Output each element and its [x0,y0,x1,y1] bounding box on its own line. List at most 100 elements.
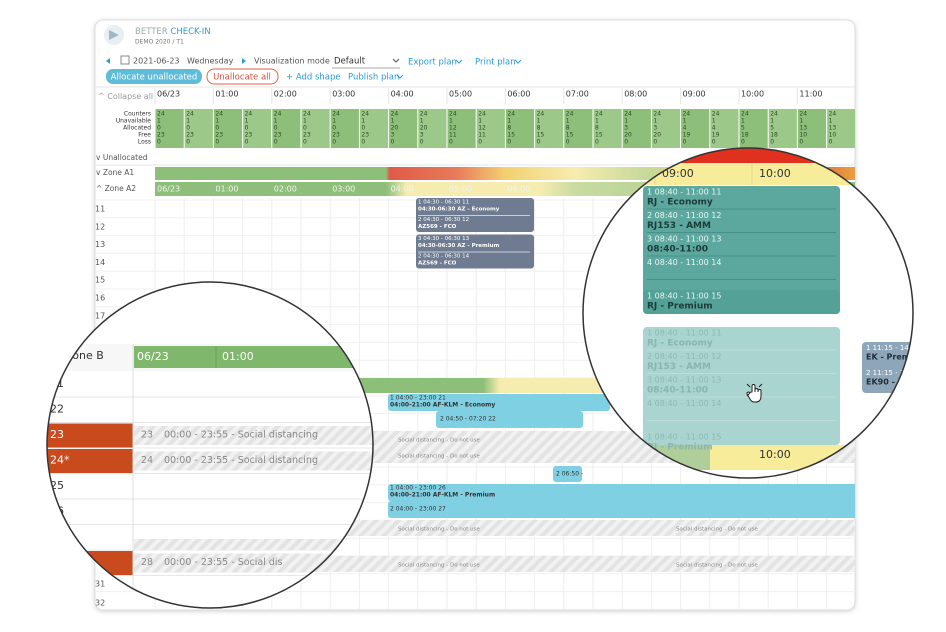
stat-value: 8 [566,125,570,132]
unallocated-row[interactable]: v Unallocated [96,153,148,162]
entry-head: 4 08:40 - 11:00 14 [647,258,721,267]
date-label: 06/23 [137,350,169,363]
next-day[interactable] [242,58,246,64]
blocked-cell [47,551,133,575]
booking-card[interactable] [643,186,840,314]
stat-value: 24 [215,111,223,118]
hour-label: 05:00 [449,90,472,99]
date[interactable]: 2021-06-23 [133,57,180,66]
entry-title: 08:40-11:00 [647,386,708,396]
stat-value: 0 [186,139,190,146]
booking-card[interactable] [643,290,840,314]
mode-label: Visualization mode [254,57,330,66]
row-numbers: 11 12 13 14 15 16 17 31 32 [95,205,105,608]
hour-label: 02:00 [274,185,297,194]
export-plan[interactable]: Export plan [408,58,457,68]
stat-value: 20 [391,125,399,132]
stat-value: 0 [303,125,307,132]
stat-value: 1 [683,118,687,125]
entry-title: 08:40-11:00 [647,245,708,255]
stat-value: 24 [829,111,837,118]
stat-value: 5 [741,125,745,132]
booking-bar[interactable] [553,466,582,482]
stat-value: 24 [712,111,720,118]
print-plan[interactable]: Print plan [475,58,516,68]
booking-head: 1 04:00 - 23:00 26 [390,485,446,492]
row-number: 16 [95,294,105,303]
stat-value: 15 [595,132,603,139]
mode-select[interactable]: Default [334,57,366,67]
booking-head: 2 04:30 - 06:30 12 [418,217,469,223]
unallocate-label[interactable]: Unallocate all [213,73,271,83]
booking-title: AZ569 - FCO [418,261,457,267]
stat-value: 20 [624,132,632,139]
collapse-label[interactable]: Collapse all [107,92,153,101]
stat-cell [710,109,739,148]
hand-cursor [746,384,762,403]
zoom-right-ring [582,147,914,479]
stat-value: 23 [186,132,194,139]
brand: BETTER CHECK-IN [135,27,211,37]
zone-a1-row[interactable]: v Zone A1 [96,168,134,177]
stat-value: 8 [537,125,541,132]
stat-value: 15 [566,132,574,139]
stat-value: 1 [770,118,774,125]
stat-value: 0 [478,139,482,146]
stat-cell [155,109,184,148]
booking-bar[interactable] [388,484,858,501]
allocate-button[interactable] [106,69,202,84]
stat-label: Allocated [123,125,151,132]
blocked-num: 24 [141,455,153,466]
entry-head: 2 08:40 - 11:00 12 [647,352,721,361]
stat-value: 0 [566,139,570,146]
stat-value: 3 [420,132,424,139]
booking-bar[interactable] [388,501,858,518]
booking-title: 04:00-21:00 AF-KLM - Premium [390,492,495,499]
entry-head: 1 08:40 - 11:00 11 [647,188,721,197]
stat-value: 0 [653,139,657,146]
stat-value: 0 [683,139,687,146]
entry-title: RJ - Premium [647,302,713,312]
hour-label: 06/23 [157,90,180,99]
prev-day[interactable] [106,58,110,64]
stat-value: 19 [712,132,720,139]
publish-plan[interactable]: Publish plan [348,73,399,83]
stat-cell [301,109,330,148]
entry-title: RJ153 - AMM [647,221,711,231]
stat-value: 1 [829,118,833,125]
blocked-row [134,426,373,445]
stat-value: 23 [274,132,282,139]
entry-head: 3 08:40 - 11:00 13 [647,235,721,244]
blocked-row [134,539,373,550]
row-label: Unallocated [103,153,148,162]
stat-value: 0 [449,139,453,146]
unallocate-button[interactable] [206,68,279,85]
hour-label: 01:00 [215,90,238,99]
stat-cell [739,109,768,148]
subtitle: DEMO 2020 / T1 [135,39,184,46]
booking-bar[interactable] [388,394,610,411]
add-shape[interactable]: + Add shape [286,73,341,83]
stat-value: 0 [624,139,628,146]
zone-a2-hours: 06/23 01:00 02:00 03:00 04:00 05:00 06:00 [157,185,530,194]
calendar-icon[interactable] [120,55,130,65]
zone-a2-row[interactable]: ^ Zone A2 [96,184,136,193]
stat-cell [505,109,535,148]
stat-label: Counters [124,111,151,118]
booking-head: 2 04:50 - 07:20 22 [440,416,496,423]
hour-label: 02:00 [274,90,297,99]
stat-value: 24 [157,111,165,118]
row-number: 12 [95,222,105,231]
stat-value: 1 [799,118,803,125]
stat-value: 1 [741,118,745,125]
stat-value: 1 [391,118,395,125]
stat-cell [768,109,797,148]
stat-cell [681,109,710,148]
stat-value: 10 [829,132,837,139]
stat-value: 23 [157,132,165,139]
allocate-label[interactable]: Allocate unallocated [111,73,198,83]
booking-bar[interactable] [436,411,583,428]
stat-cell [797,109,827,148]
collapse-all[interactable]: ^ Collapse all [98,92,153,101]
row-number: 11 [95,205,105,214]
